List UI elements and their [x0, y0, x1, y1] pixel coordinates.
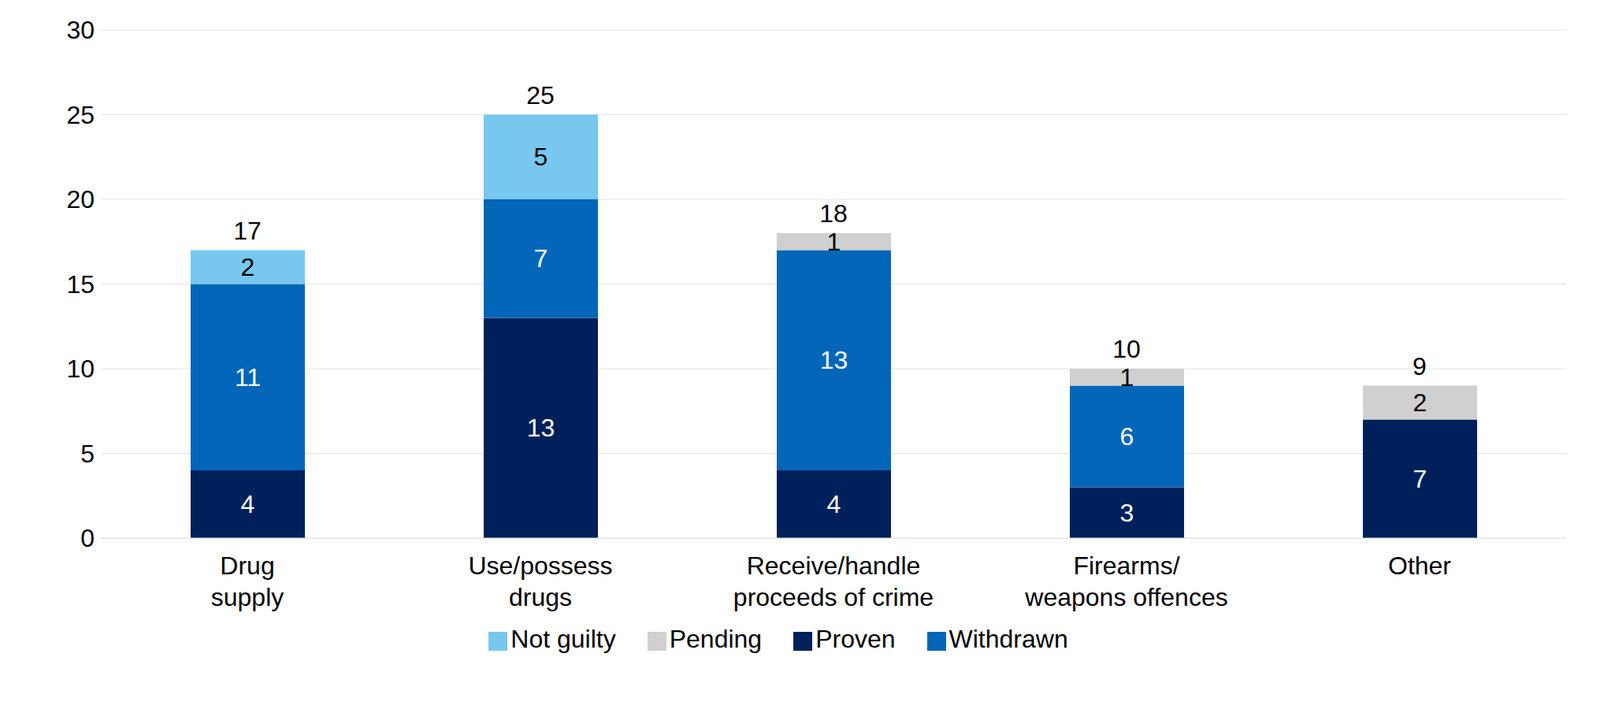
svg-text:11: 11: [234, 363, 261, 392]
svg-text:1: 1: [1120, 363, 1135, 392]
svg-text:17: 17: [233, 216, 262, 246]
svg-text:3: 3: [1120, 498, 1135, 528]
svg-text:2: 2: [241, 252, 256, 282]
svg-text:15: 15: [66, 270, 95, 299]
svg-text:4: 4: [241, 490, 256, 519]
svg-text:2: 2: [1413, 388, 1428, 417]
html-text:Pending: Pending: [669, 624, 762, 654]
svg-text:5: 5: [534, 142, 549, 171]
svg-text:7: 7: [1413, 464, 1428, 494]
svg-text:13: 13: [820, 345, 849, 375]
svg-text:18: 18: [819, 199, 848, 228]
svg-text:13: 13: [527, 413, 556, 442]
svg-text:0: 0: [80, 523, 95, 553]
svg-text:Drugsupply: Drugsupply: [211, 551, 285, 612]
svg-text:6: 6: [1120, 422, 1135, 451]
svg-text:1: 1: [827, 227, 842, 257]
svg-text:7: 7: [534, 244, 549, 273]
svg-text:Firearms/weapons offences: Firearms/weapons offences: [1024, 551, 1228, 612]
svg-text:4: 4: [827, 490, 842, 519]
svg-text:5: 5: [80, 439, 95, 468]
svg-text:Other: Other: [1388, 551, 1452, 580]
svg-text:Receive/handleproceeds of crim: Receive/handleproceeds of crime: [733, 551, 934, 612]
svg-text:25: 25: [66, 100, 95, 130]
html-text:Proven: Proven: [815, 624, 896, 654]
svg-text:20: 20: [66, 185, 95, 214]
svg-text:9: 9: [1412, 352, 1427, 381]
html-text:Not guilty: Not guilty: [510, 624, 616, 654]
html-text:Withdrawn: Withdrawn: [948, 624, 1069, 654]
svg-text:30: 30: [66, 15, 95, 45]
svg-text:25: 25: [526, 81, 555, 110]
svg-text:Use/possessdrugs: Use/possessdrugs: [467, 551, 613, 612]
svg-text:10: 10: [1112, 334, 1141, 364]
svg-text:10: 10: [66, 354, 95, 383]
